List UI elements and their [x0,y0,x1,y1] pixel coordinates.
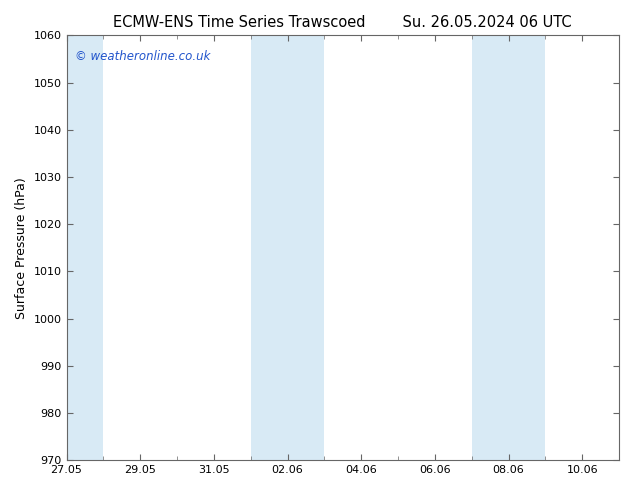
Bar [472,35,545,460]
Bar [250,35,325,460]
Bar [67,35,103,460]
Text: © weatheronline.co.uk: © weatheronline.co.uk [75,50,210,63]
Y-axis label: Surface Pressure (hPa): Surface Pressure (hPa) [15,177,28,318]
Title: ECMW-ENS Time Series Trawscoed        Su. 26.05.2024 06 UTC: ECMW-ENS Time Series Trawscoed Su. 26.05… [113,15,572,30]
